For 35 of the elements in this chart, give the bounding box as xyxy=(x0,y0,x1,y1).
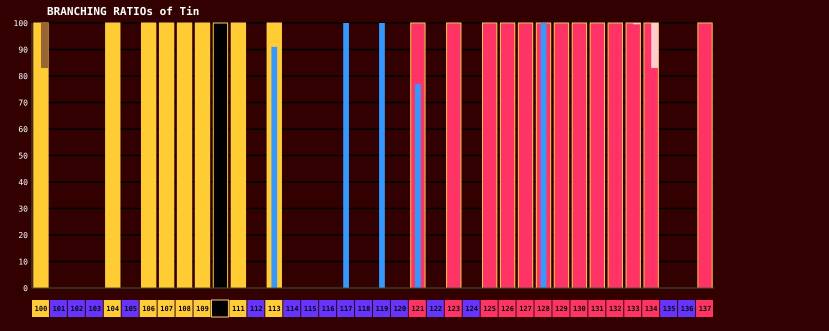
bar xyxy=(446,22,462,288)
bar xyxy=(697,22,713,288)
bar xyxy=(140,22,156,288)
bar xyxy=(379,23,385,288)
bar xyxy=(271,46,278,288)
bar xyxy=(518,22,534,288)
bar xyxy=(626,22,641,288)
bar xyxy=(105,22,120,288)
bar xyxy=(158,22,174,288)
bar xyxy=(414,84,421,288)
y-tick-label: 80 xyxy=(18,72,28,81)
y-tick-label: 30 xyxy=(18,204,28,214)
bar xyxy=(590,22,606,288)
bar xyxy=(176,22,192,288)
bar xyxy=(651,23,658,68)
y-tick-label: 60 xyxy=(18,124,28,134)
y-tick-label: 90 xyxy=(18,45,28,54)
chart-title: BRANCHING RATIOs of Tin xyxy=(47,5,200,18)
y-tick-label: 10 xyxy=(18,257,28,266)
bar xyxy=(482,22,498,288)
y-tick-label: 0 xyxy=(23,284,28,293)
bar xyxy=(608,22,623,288)
y-tick-label: 20 xyxy=(18,230,28,240)
bar xyxy=(644,22,659,288)
y-tick-label: 40 xyxy=(18,178,28,187)
y-tick-label: 50 xyxy=(18,151,28,160)
bar xyxy=(500,22,516,288)
bar xyxy=(572,22,588,288)
bar xyxy=(554,22,570,288)
bar xyxy=(194,22,210,288)
bar xyxy=(343,23,349,288)
bar xyxy=(40,23,48,68)
y-tick-label: 70 xyxy=(18,98,28,108)
bar xyxy=(230,22,246,288)
y-tick-label: 100 xyxy=(14,18,28,28)
